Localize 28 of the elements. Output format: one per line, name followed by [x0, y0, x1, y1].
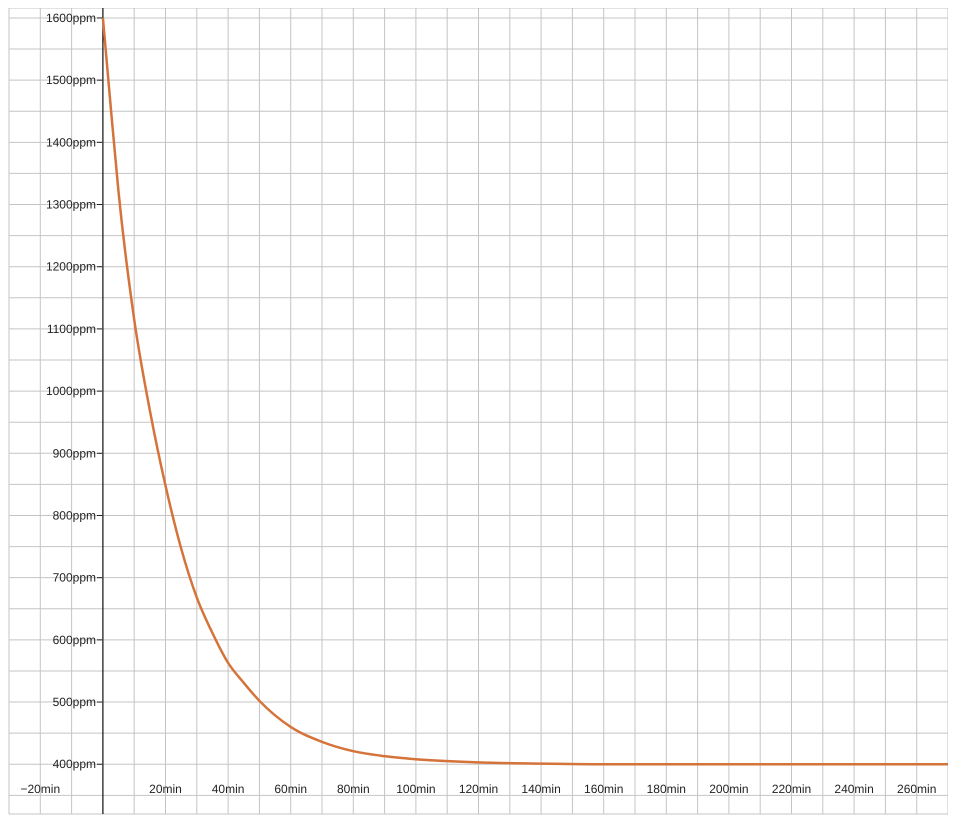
y-tick-label: 1200ppm: [46, 260, 96, 274]
x-tick-label: 260min: [897, 782, 936, 796]
y-tick-label: 600ppm: [52, 632, 96, 647]
y-tick-label: 1100ppm: [46, 322, 96, 336]
y-tick-label: 400ppm: [52, 757, 96, 772]
y-tick-label: 1600ppm: [46, 10, 96, 25]
x-tick-label: 220min: [772, 782, 812, 796]
y-tick-label: 700ppm: [52, 570, 96, 585]
x-tick-label: 60min: [274, 782, 308, 796]
x-tick-label: 80min: [336, 782, 370, 796]
x-tick-label: 20min: [149, 782, 182, 796]
line-series: [102, 16, 948, 766]
x-tick-label: 140min: [521, 782, 561, 796]
x-tick-label: 160min: [584, 782, 624, 796]
x-tick-label: 200min: [709, 782, 749, 796]
x-tick-label: 180min: [646, 782, 686, 796]
y-tick-label: 1000ppm: [46, 384, 96, 398]
y-tick-label: 1400ppm: [46, 135, 96, 150]
x-tick-label: 240min: [834, 782, 874, 796]
x-tick-label: −20min: [20, 782, 60, 796]
y-tick-label: 1500ppm: [46, 73, 96, 88]
y-tick-label: 800ppm: [52, 508, 96, 522]
x-tick-label: 120min: [458, 782, 498, 796]
y-tick-label: 500ppm: [52, 695, 96, 710]
x-tick-label: 100min: [396, 782, 436, 796]
y-tick-label: 900ppm: [52, 446, 96, 460]
x-tick-label: 40min: [212, 782, 244, 796]
y-tick-label: 1300ppm: [46, 198, 96, 212]
